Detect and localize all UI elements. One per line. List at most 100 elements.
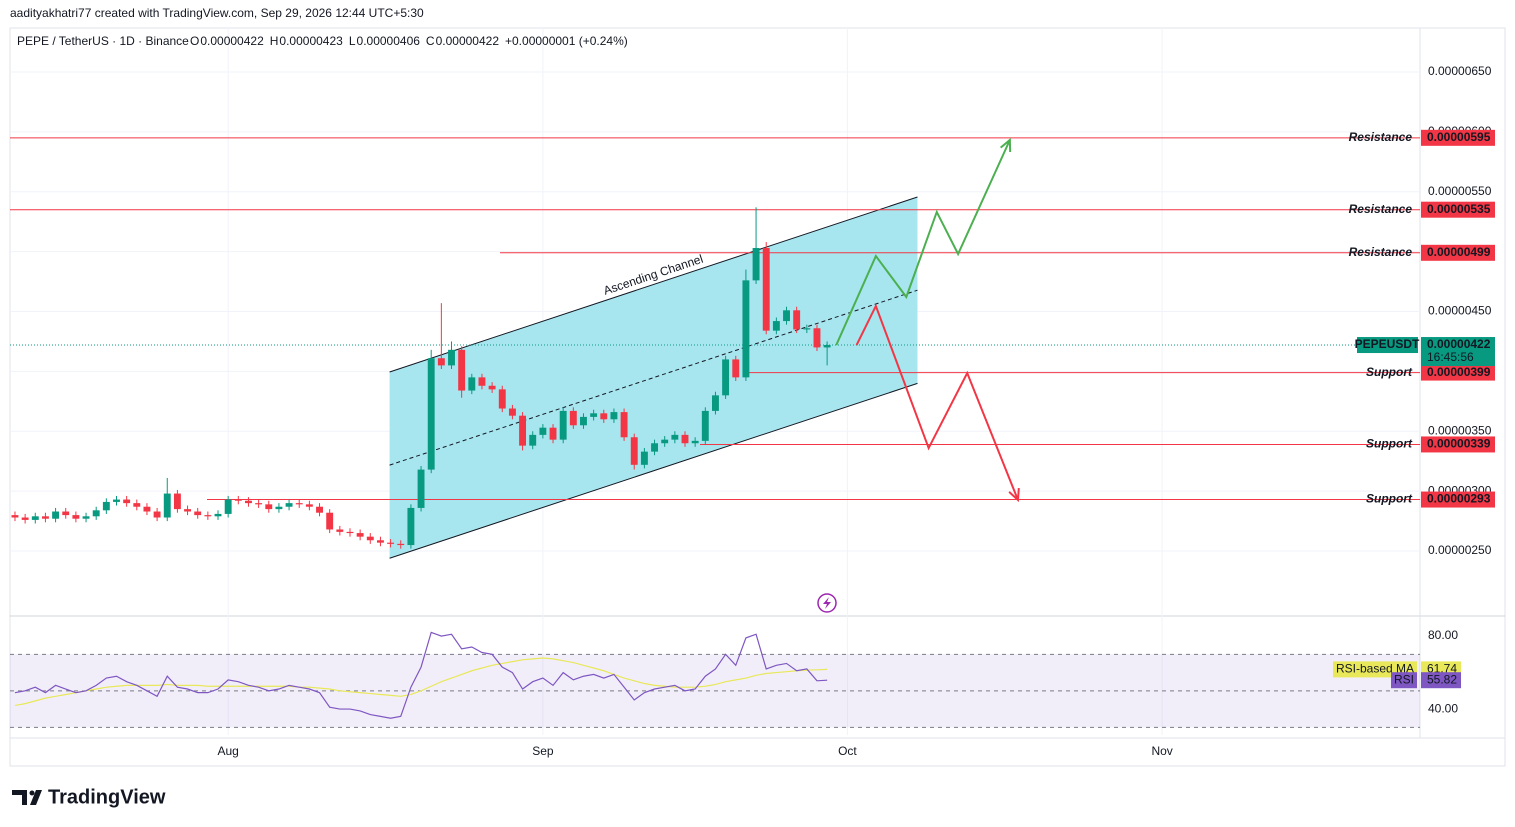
candle-body xyxy=(610,412,618,420)
candle-body xyxy=(712,395,719,411)
ohlc-label: L xyxy=(349,34,356,48)
candle-body xyxy=(813,328,821,348)
level-label: Support xyxy=(1366,437,1413,451)
candle-body xyxy=(722,359,730,396)
candle-body xyxy=(204,515,212,517)
projection-path xyxy=(855,303,1019,501)
level-tag xyxy=(1421,244,1495,261)
candle-body xyxy=(539,427,547,435)
candle-body xyxy=(52,511,60,519)
candle-body xyxy=(163,493,171,518)
level-tag xyxy=(1421,201,1495,218)
candle-body xyxy=(92,510,100,517)
projection-arrowhead xyxy=(1000,137,1012,153)
candle-body xyxy=(397,543,405,546)
ohlc-label: H xyxy=(270,34,279,48)
candle-body xyxy=(823,345,831,348)
last-price: 0.00000422 xyxy=(1427,337,1491,351)
candle-body xyxy=(21,517,29,520)
candle-body xyxy=(316,506,323,513)
candle-body xyxy=(72,515,80,519)
candle-body xyxy=(468,377,476,391)
rsi-value: 55.82 xyxy=(1427,672,1457,686)
candle-body xyxy=(762,248,770,331)
candle-body xyxy=(376,540,384,543)
ohlc-value: 0.00000422 xyxy=(200,34,264,48)
candle-body xyxy=(549,427,557,440)
candle-body xyxy=(508,408,516,416)
candle-body xyxy=(437,358,445,366)
symbol: PEPE / TetherUS · 1D · Binance xyxy=(17,34,189,48)
candle-body xyxy=(803,328,811,330)
level-label: Resistance xyxy=(1349,245,1413,259)
level-value: 0.00000595 xyxy=(1427,130,1491,144)
ohlc-value: 0.00000423 xyxy=(279,34,343,48)
candle-body xyxy=(153,511,161,518)
rsi-pane: 80.00 40.00 xyxy=(10,628,1458,728)
candle-body xyxy=(305,504,313,507)
last-name-tag xyxy=(1357,337,1418,354)
rsi-line xyxy=(14,631,828,719)
logo-text: TradingView xyxy=(48,786,166,808)
candle-body xyxy=(387,542,395,544)
candle-body xyxy=(82,516,90,519)
logo-mark xyxy=(12,790,42,805)
candle-body xyxy=(336,529,344,532)
level-tag xyxy=(1421,364,1495,381)
candle-body xyxy=(681,434,689,444)
projection-path xyxy=(835,139,1011,346)
level-tag xyxy=(1421,129,1495,146)
candle-body xyxy=(143,506,151,512)
channel-mid xyxy=(389,289,918,466)
candle-body xyxy=(41,516,49,519)
channel-lower xyxy=(389,382,918,559)
candle-body xyxy=(671,434,679,440)
ohlc-label: O xyxy=(190,34,199,48)
level-value: 0.00000399 xyxy=(1427,365,1491,379)
candle-body xyxy=(691,440,699,444)
candle-body xyxy=(113,499,120,502)
candle-body xyxy=(651,443,658,452)
ohlc-value: 0.00000406 xyxy=(357,34,421,48)
candle-body xyxy=(173,493,181,510)
frame xyxy=(9,27,1506,767)
last-name: PEPEUSDT xyxy=(1355,337,1420,351)
candle-body xyxy=(488,385,496,390)
rsi_ma-name: RSI-based MA xyxy=(1336,662,1414,676)
ohlc-label: C xyxy=(426,34,435,48)
candle-body xyxy=(783,310,790,322)
candle-body xyxy=(448,349,455,366)
candle-body xyxy=(255,503,263,505)
level-value: 0.00000535 xyxy=(1427,202,1491,216)
y-tick-label: 0.00000450 xyxy=(1428,304,1492,318)
candle-body xyxy=(326,512,334,530)
candle-body xyxy=(245,500,252,504)
candle-body xyxy=(184,509,192,512)
candle-body xyxy=(772,321,780,331)
candle-body xyxy=(11,515,19,518)
rsi-tick-label: 40.00 xyxy=(1428,701,1458,715)
ohlc: O 0.00000422 H 0.00000423 L 0.00000406 C 0.0000… xyxy=(190,34,628,48)
rsi_ma-line xyxy=(14,657,828,707)
y-tick-label: 0.00000250 xyxy=(1428,543,1492,557)
level-label: Support xyxy=(1366,492,1413,506)
rsi-name-tag xyxy=(1390,672,1417,689)
channel-fill xyxy=(389,196,918,559)
candle-body xyxy=(123,499,131,504)
candle-body xyxy=(31,516,39,520)
x-tick-label: Oct xyxy=(838,744,857,758)
event-icon[interactable] xyxy=(817,593,837,613)
candle-body xyxy=(62,511,70,516)
candle-body xyxy=(569,410,577,426)
y-tick-label: 0.00000650 xyxy=(1428,64,1492,78)
x-tick-label: Nov xyxy=(1151,744,1172,758)
rsi-value-tag xyxy=(1421,672,1461,689)
rsi-name: RSI xyxy=(1394,672,1414,686)
candle-body xyxy=(478,377,486,386)
y-tick-label: 0.00000350 xyxy=(1428,423,1492,437)
candle-body xyxy=(234,499,242,501)
tags: Resistance 0.00000595 Resistance 0.00000535… xyxy=(1332,129,1495,689)
candle-body xyxy=(559,410,567,440)
candle-body xyxy=(498,389,506,409)
